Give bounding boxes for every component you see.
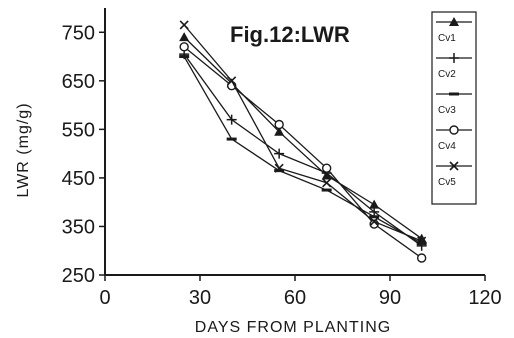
- legend-label: Cv4: [438, 141, 456, 152]
- legend-label: Cv3: [438, 105, 456, 116]
- plot-frame: [104, 8, 485, 276]
- y-tick-label: 550: [62, 119, 95, 141]
- legend-item-cv5: Cv5: [436, 161, 472, 188]
- data-point: [322, 178, 332, 188]
- data-point: [416, 241, 427, 245]
- legend-marker: [449, 53, 459, 63]
- series-cv5: [179, 20, 427, 246]
- x-tick-label: 30: [189, 287, 211, 309]
- y-axis-title: LWR (mg/g): [15, 102, 32, 197]
- data-point: [321, 188, 332, 192]
- x-tick-label: 90: [379, 287, 401, 309]
- legend-marker: [449, 92, 459, 96]
- data-point: [226, 114, 237, 125]
- legend-box: [431, 11, 477, 205]
- data-point: [369, 217, 379, 227]
- data-point: [179, 20, 189, 30]
- x-tick-label: 0: [99, 287, 110, 309]
- data-point: [274, 169, 285, 173]
- x-tick-label: 60: [284, 287, 306, 309]
- x-axis-title: DAYS FROM PLANTING: [195, 319, 391, 336]
- series-line: [183, 53, 423, 247]
- legend-marker: [449, 125, 459, 135]
- series-layer: [179, 20, 427, 263]
- data-point: [417, 236, 427, 246]
- series-cv3: [179, 55, 427, 245]
- chart-title: Fig.12:LWR: [230, 22, 350, 47]
- legend-marker: [449, 161, 459, 171]
- y-tick-label: 250: [62, 265, 95, 287]
- legend-item-cv3: Cv3: [436, 92, 472, 116]
- data-point: [274, 126, 285, 136]
- series-line: [183, 46, 423, 259]
- legend-label: Cv5: [438, 177, 456, 188]
- y-axis-ticks: 250 350 450 550 650 750: [62, 22, 105, 287]
- x-tick-label: 120: [468, 287, 501, 309]
- data-point: [274, 119, 284, 130]
- y-tick-label: 650: [62, 71, 95, 93]
- data-point: [274, 163, 284, 173]
- series-line: [183, 56, 422, 245]
- series-cv2: [179, 49, 427, 251]
- legend-label: Cv1: [438, 33, 456, 44]
- legend-item-cv4: Cv4: [436, 125, 472, 152]
- series-line: [183, 24, 422, 242]
- legend-marker: [449, 17, 459, 26]
- data-point: [369, 206, 380, 217]
- data-point: [227, 76, 237, 86]
- legend-item-cv1: Cv1: [436, 17, 472, 44]
- legend: Cv1 Cv2 Cv3 Cv4 Cv5: [431, 11, 477, 205]
- legend-label: Cv2: [438, 69, 456, 80]
- data-point: [416, 253, 427, 263]
- y-tick-label: 750: [62, 22, 95, 44]
- data-point: [369, 199, 380, 209]
- data-point: [369, 215, 380, 219]
- y-tick-label: 450: [62, 168, 95, 190]
- data-point: [179, 55, 190, 59]
- data-point: [179, 32, 190, 42]
- data-point: [179, 42, 189, 52]
- data-point: [226, 137, 237, 141]
- data-point: [321, 163, 332, 173]
- x-axis-ticks: 0 30 60 90 120: [99, 275, 502, 309]
- series-line: [183, 36, 423, 240]
- data-point: [274, 148, 285, 159]
- y-tick-label: 350: [62, 216, 95, 238]
- legend-item-cv2: Cv2: [436, 53, 472, 80]
- series-cv4: [179, 42, 427, 263]
- legend-items: Cv1 Cv2 Cv3 Cv4 Cv5: [436, 17, 472, 188]
